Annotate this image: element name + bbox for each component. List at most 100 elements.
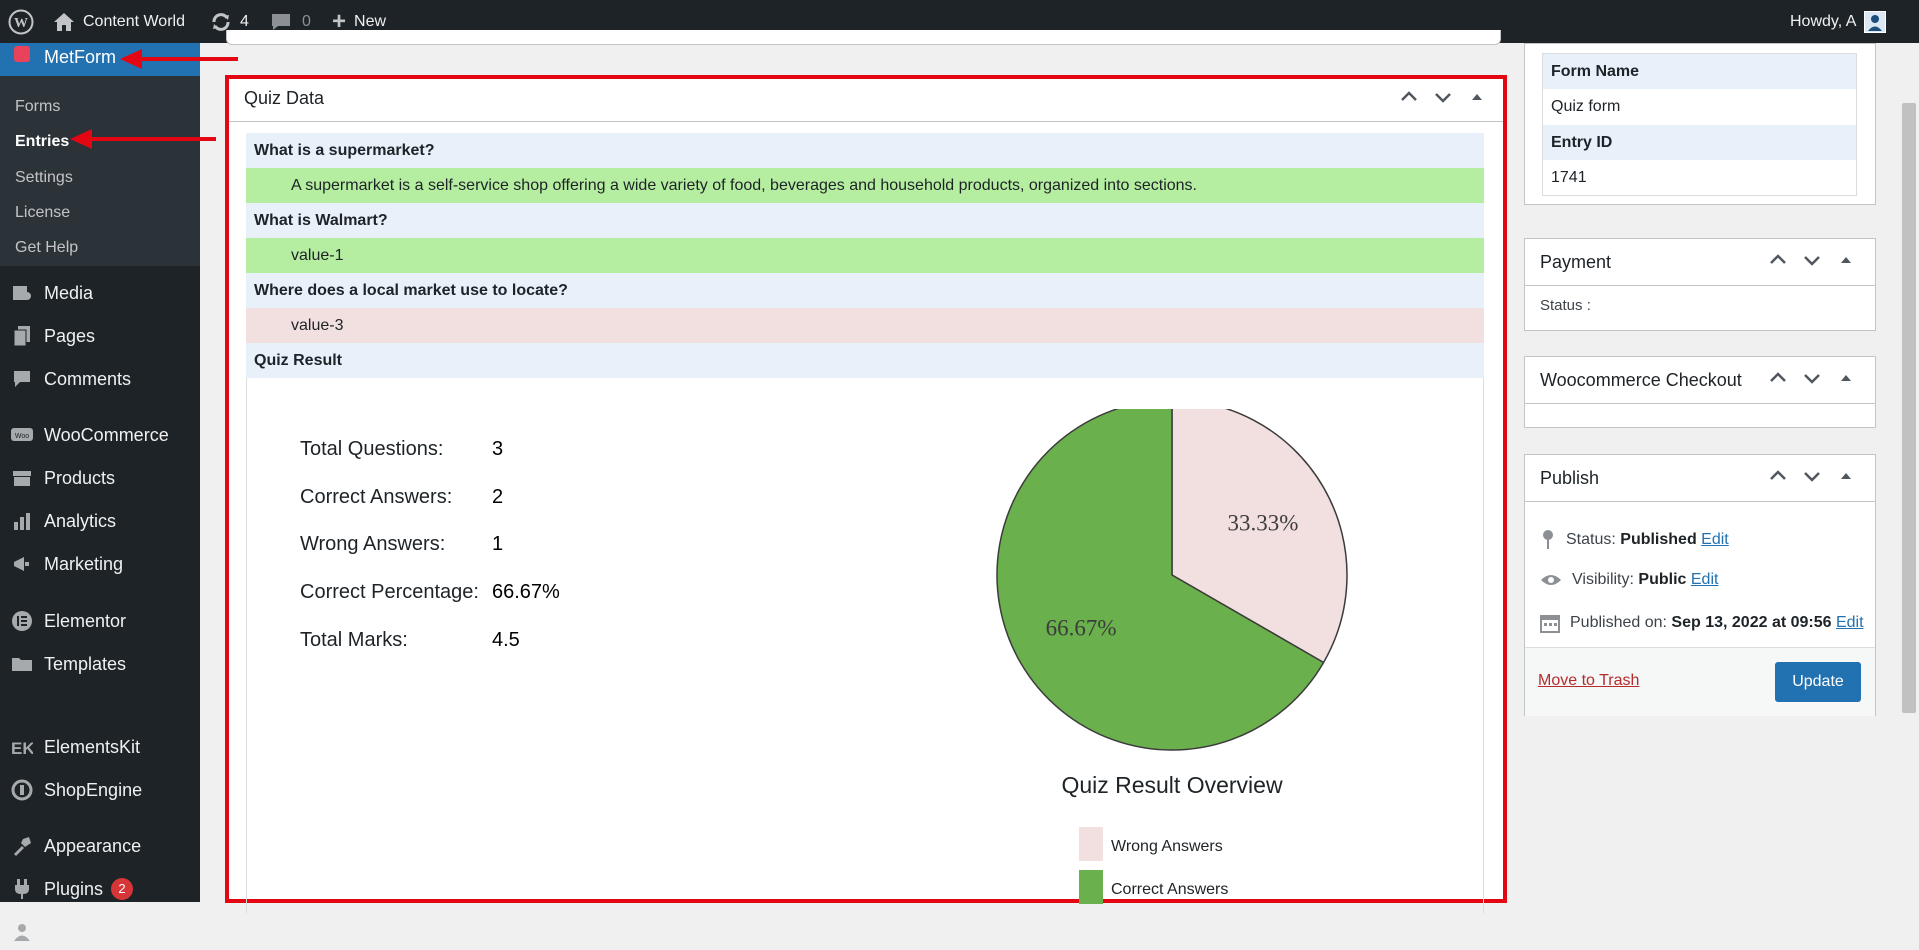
plugins-icon [10, 877, 34, 901]
menu-label-media: Media [44, 282, 94, 303]
updates-icon [212, 12, 230, 31]
stat-total-marks-label: Total Marks: [300, 629, 408, 651]
pie-slice-correct-answers [996, 409, 1325, 751]
menu-label-woocommerce: WooCommerce [44, 424, 169, 445]
move-up-icon[interactable] [1768, 366, 1788, 390]
form-name-label: Form Name [1543, 54, 1856, 89]
stat-correct-percentage-label: Correct Percentage: [300, 581, 479, 603]
submenu-entries[interactable]: Entries [15, 133, 70, 150]
pin-icon [1543, 530, 1553, 549]
new-content-link[interactable]: + New [332, 0, 386, 43]
site-name-link[interactable]: Content World [53, 0, 185, 43]
updates-link[interactable]: 4 [210, 0, 249, 43]
submenu-get-help[interactable]: Get Help [15, 239, 79, 256]
legend-swatch [1079, 870, 1103, 904]
move-up-icon[interactable] [1768, 464, 1788, 488]
products-icon [10, 466, 34, 490]
menu-item-templates[interactable]: Templates [0, 646, 200, 682]
menu-item-users[interactable]: Users [0, 914, 200, 950]
quiz-header-divider [229, 121, 1503, 122]
stat-correct-percentage-value: 66.67% [492, 581, 560, 603]
svg-text:Woo: Woo [15, 433, 29, 440]
form-info-postbox: Form Name Quiz form Entry ID 1741 [1524, 43, 1876, 205]
media-icon [10, 281, 34, 305]
toggle-panel-icon[interactable] [1467, 85, 1487, 109]
menu-item-plugins[interactable]: Plugins 2 [0, 871, 200, 907]
move-down-icon[interactable] [1802, 464, 1822, 488]
update-button[interactable]: Update [1775, 662, 1861, 702]
quiz-data-postbox: Quiz Data What is a supermarket? A super… [225, 75, 1507, 913]
menu-item-elementskit[interactable]: EK ElementsKit [0, 729, 200, 765]
page-scrollbar[interactable] [1899, 43, 1919, 902]
metform-icon [14, 46, 30, 62]
svg-text:W: W [14, 16, 28, 31]
toggle-panel-icon[interactable] [1836, 464, 1856, 488]
menu-item-media[interactable]: Media [0, 275, 200, 311]
edit-date-link[interactable]: Edit [1835, 614, 1864, 631]
stat-correct-answers-label: Correct Answers: [300, 486, 453, 508]
marketing-icon [10, 552, 34, 576]
toggle-panel-icon[interactable] [1836, 366, 1856, 390]
users-icon [10, 920, 34, 944]
toggle-panel-icon[interactable] [1836, 248, 1856, 272]
menu-item-elementor[interactable]: Elementor [0, 603, 200, 639]
checkout-handle-actions [1768, 366, 1856, 390]
move-down-icon[interactable] [1433, 85, 1453, 109]
my-account-link[interactable]: Howdy, A [1790, 0, 1887, 43]
wordpress-logo-icon[interactable]: W [8, 0, 34, 43]
home-icon [54, 12, 74, 31]
move-to-trash-link[interactable]: Move to Trash [1538, 672, 1640, 689]
menu-label-elementor: Elementor [44, 610, 127, 631]
menu-label-products: Products [44, 467, 116, 488]
elementor-icon [10, 609, 34, 633]
appearance-icon [10, 834, 34, 858]
menu-item-pages[interactable]: Pages [0, 318, 200, 354]
elementskit-icon: EK [10, 735, 34, 759]
menu-item-appearance[interactable]: Appearance [0, 828, 200, 864]
publish-divider [1525, 501, 1875, 502]
menu-item-products[interactable]: Products [0, 460, 200, 496]
menu-item-marketing[interactable]: Marketing [0, 546, 200, 582]
entry-id-label: Entry ID [1543, 125, 1856, 160]
submenu-settings[interactable]: Settings [15, 169, 73, 186]
submenu-license[interactable]: License [15, 204, 71, 221]
move-down-icon[interactable] [1802, 366, 1822, 390]
published-on-value: Sep 13, 2022 at 09:56 [1671, 614, 1832, 631]
eye-icon [1541, 575, 1561, 585]
menu-item-woocommerce[interactable]: Woo WooCommerce [0, 417, 200, 453]
menu-label-analytics: Analytics [44, 510, 117, 531]
pie-slice-wrong-answers [1171, 409, 1348, 664]
visibility-label: Visibility: [1572, 571, 1634, 588]
calendar-icon [1540, 615, 1560, 633]
move-up-icon[interactable] [1399, 85, 1419, 109]
stat-wrong-answers-value: 1 [492, 533, 504, 555]
menu-label-plugins: Plugins [44, 878, 104, 899]
scrollbar-thumb[interactable] [1902, 103, 1916, 713]
form-info-table: Form Name Quiz form Entry ID 1741 [1542, 53, 1857, 196]
comments-link[interactable]: 0 [270, 0, 311, 43]
stat-total-questions-value: 3 [492, 438, 504, 460]
pie-data-label: 66.67% [1046, 616, 1117, 641]
menu-item-shopengine[interactable]: ShopEngine [0, 772, 200, 808]
menu-label-elementskit: ElementsKit [44, 736, 141, 757]
comment-bubble-icon [272, 13, 290, 30]
publish-handle-actions [1768, 464, 1856, 488]
annotation-arrow-metform [120, 49, 238, 69]
published-on-label: Published on: [1570, 614, 1667, 631]
annotation-arrow-entries [70, 129, 216, 149]
stat-wrong-answers-label: Wrong Answers: [300, 533, 446, 555]
submenu-forms[interactable]: Forms [15, 98, 61, 115]
menu-label-templates: Templates [44, 653, 127, 674]
menu-item-comments[interactable]: Comments [0, 361, 200, 397]
analytics-icon [10, 509, 34, 533]
menu-item-analytics[interactable]: Analytics [0, 503, 200, 539]
move-up-icon[interactable] [1768, 248, 1788, 272]
comments-icon [10, 367, 34, 391]
edit-status-link[interactable]: Edit [1701, 531, 1729, 548]
edit-visibility-link[interactable]: Edit [1690, 571, 1719, 588]
move-down-icon[interactable] [1802, 248, 1822, 272]
quiz-data-title: Quiz Data [244, 88, 325, 108]
menu-label-appearance: Appearance [44, 835, 142, 856]
payment-title: Payment [1540, 252, 1612, 272]
stat-total-marks-value: 4.5 [492, 629, 520, 651]
